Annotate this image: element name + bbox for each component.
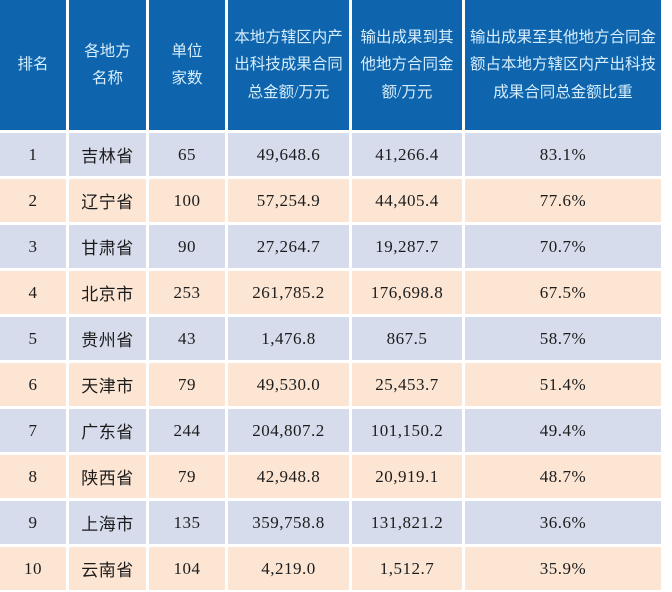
- cell-r6-region: 天津市: [69, 363, 146, 406]
- cell-r3-rank: 3: [0, 225, 66, 268]
- cell-r5-output-ratio: 58.7%: [465, 317, 661, 360]
- cell-r9-region: 上海市: [69, 501, 146, 544]
- cell-r2-output-amount: 44,405.4: [352, 179, 462, 222]
- cell-r6-rank: 6: [0, 363, 66, 406]
- cell-r5-output-amount: 867.5: [352, 317, 462, 360]
- cell-r5-region: 贵州省: [69, 317, 146, 360]
- col-header-output-ratio: 输出成果至其他地方合同金 额占本地方辖区内产出科技 成果合同总金额比重: [465, 0, 661, 130]
- cell-r3-local-total: 27,264.7: [228, 225, 349, 268]
- cell-r9-output-ratio: 36.6%: [465, 501, 661, 544]
- cell-r2-local-total: 57,254.9: [228, 179, 349, 222]
- cell-r1-local-total: 49,648.6: [228, 133, 349, 176]
- col-header-region: 各地方 名称: [69, 0, 146, 130]
- cell-r3-units: 90: [149, 225, 225, 268]
- cell-r6-output-amount: 25,453.7: [352, 363, 462, 406]
- cell-r2-rank: 2: [0, 179, 66, 222]
- col-header-local-total: 本地方辖区内产 出科技成果合同 总金额/万元: [228, 0, 349, 130]
- cell-r8-output-ratio: 48.7%: [465, 455, 661, 498]
- cell-r10-local-total: 4,219.0: [228, 547, 349, 590]
- col-header-rank: 排名: [0, 0, 66, 130]
- cell-r8-units: 79: [149, 455, 225, 498]
- cell-r10-rank: 10: [0, 547, 66, 590]
- cell-r7-region: 广东省: [69, 409, 146, 452]
- cell-r10-units: 104: [149, 547, 225, 590]
- cell-r6-local-total: 49,530.0: [228, 363, 349, 406]
- cell-r10-region: 云南省: [69, 547, 146, 590]
- col-header-output-amount: 输出成果到其 他地方合同金 额/万元: [352, 0, 462, 130]
- cell-r4-output-amount: 176,698.8: [352, 271, 462, 314]
- cell-r9-output-amount: 131,821.2: [352, 501, 462, 544]
- cell-r8-output-amount: 20,919.1: [352, 455, 462, 498]
- cell-r3-region: 甘肃省: [69, 225, 146, 268]
- cell-r7-rank: 7: [0, 409, 66, 452]
- cell-r9-rank: 9: [0, 501, 66, 544]
- cell-r1-output-ratio: 83.1%: [465, 133, 661, 176]
- cell-r1-rank: 1: [0, 133, 66, 176]
- cell-r3-output-amount: 19,287.7: [352, 225, 462, 268]
- cell-r5-units: 43: [149, 317, 225, 360]
- cell-r8-region: 陕西省: [69, 455, 146, 498]
- cell-r7-output-amount: 101,150.2: [352, 409, 462, 452]
- cell-r5-local-total: 1,476.8: [228, 317, 349, 360]
- cell-r5-rank: 5: [0, 317, 66, 360]
- cell-r7-local-total: 204,807.2: [228, 409, 349, 452]
- cell-r4-rank: 4: [0, 271, 66, 314]
- cell-r8-rank: 8: [0, 455, 66, 498]
- cell-r2-units: 100: [149, 179, 225, 222]
- cell-r1-region: 吉林省: [69, 133, 146, 176]
- cell-r2-output-ratio: 77.6%: [465, 179, 661, 222]
- cell-r6-units: 79: [149, 363, 225, 406]
- cell-r9-units: 135: [149, 501, 225, 544]
- cell-r4-region: 北京市: [69, 271, 146, 314]
- cell-r4-output-ratio: 67.5%: [465, 271, 661, 314]
- cell-r10-output-amount: 1,512.7: [352, 547, 462, 590]
- cell-r7-units: 244: [149, 409, 225, 452]
- col-header-units: 单位 家数: [149, 0, 225, 130]
- cell-r8-local-total: 42,948.8: [228, 455, 349, 498]
- cell-r4-units: 253: [149, 271, 225, 314]
- cell-r10-output-ratio: 35.9%: [465, 547, 661, 590]
- cell-r4-local-total: 261,785.2: [228, 271, 349, 314]
- cell-r2-region: 辽宁省: [69, 179, 146, 222]
- cell-r1-output-amount: 41,266.4: [352, 133, 462, 176]
- cell-r7-output-ratio: 49.4%: [465, 409, 661, 452]
- cell-r1-units: 65: [149, 133, 225, 176]
- cell-r6-output-ratio: 51.4%: [465, 363, 661, 406]
- cell-r3-output-ratio: 70.7%: [465, 225, 661, 268]
- cell-r9-local-total: 359,758.8: [228, 501, 349, 544]
